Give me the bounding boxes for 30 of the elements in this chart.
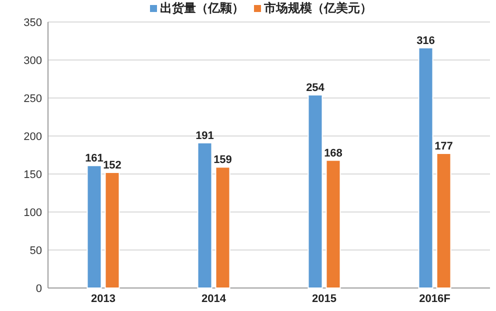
bar	[197, 142, 212, 288]
data-label: 191	[196, 130, 214, 142]
x-tick-label: 2015	[312, 293, 336, 305]
data-label: 168	[324, 147, 342, 160]
x-tick-label: 2013	[91, 293, 116, 305]
y-tick-label: 0	[36, 283, 42, 295]
bar	[436, 152, 452, 288]
x-tick-label: 2016F	[419, 293, 451, 305]
bar	[104, 172, 120, 288]
y-tick-label: 350	[24, 17, 42, 29]
y-tick-label: 200	[24, 131, 42, 143]
bar	[326, 160, 341, 288]
x-tick-label: 2014	[202, 293, 227, 305]
data-label: 177	[434, 140, 453, 152]
y-tick-label: 100	[24, 207, 42, 219]
bar	[215, 166, 230, 288]
data-label: 161	[85, 152, 104, 165]
y-tick-label: 300	[24, 55, 42, 67]
legend-label: 市场规模（亿美元）	[263, 1, 372, 15]
data-label: 254	[306, 82, 326, 94]
y-tick-label: 250	[24, 93, 42, 105]
data-label: 316	[416, 34, 435, 47]
bar	[308, 94, 323, 288]
data-label: 159	[214, 154, 232, 166]
legend-label: 出货量（亿颗）	[160, 1, 244, 15]
y-tick-label: 50	[30, 245, 42, 257]
bar	[418, 47, 434, 288]
data-label: 152	[103, 159, 122, 172]
y-tick-label: 150	[24, 169, 42, 181]
bar	[86, 165, 102, 288]
